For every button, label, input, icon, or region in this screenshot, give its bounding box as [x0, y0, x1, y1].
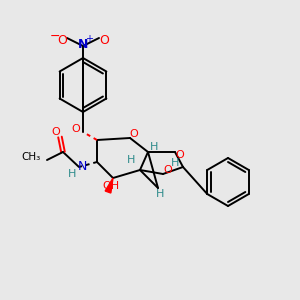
Text: O: O [164, 165, 172, 175]
Text: O: O [57, 34, 67, 47]
Text: O: O [176, 150, 184, 160]
Text: H: H [68, 169, 76, 179]
Text: H: H [127, 155, 135, 165]
Text: O: O [52, 127, 60, 137]
Text: H: H [156, 189, 164, 199]
Text: CH₃: CH₃ [22, 152, 41, 162]
Text: H: H [171, 158, 179, 168]
Text: H: H [150, 142, 158, 152]
Text: −: − [50, 29, 60, 43]
Text: N: N [77, 160, 87, 172]
Text: +: + [85, 34, 93, 44]
Text: O: O [99, 34, 109, 47]
Text: N: N [78, 38, 88, 50]
Text: OH: OH [102, 181, 120, 191]
Polygon shape [105, 178, 113, 193]
Text: O: O [72, 124, 80, 134]
Text: O: O [130, 129, 138, 139]
